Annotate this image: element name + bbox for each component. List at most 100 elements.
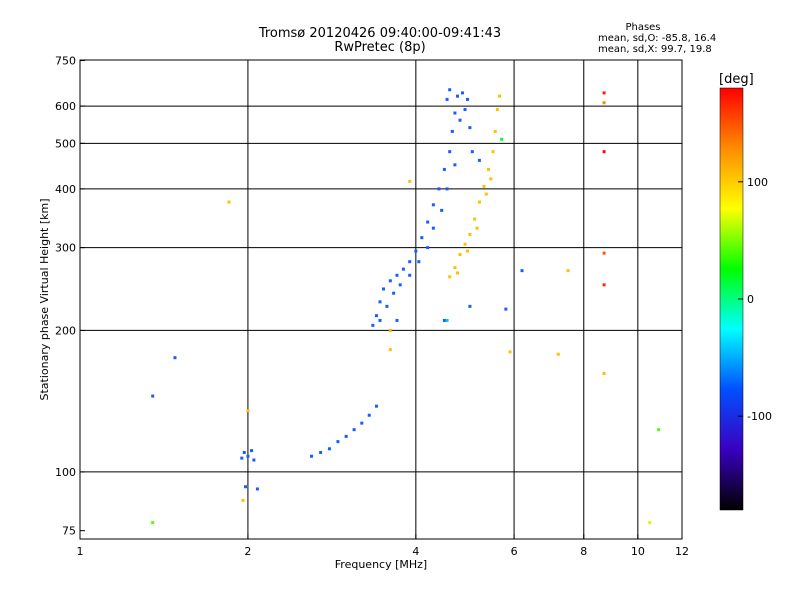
o-trace-point (398, 283, 402, 287)
o-trace-point (450, 129, 454, 133)
y-tick-label: 750 (55, 55, 76, 68)
x-trace-point (484, 192, 488, 196)
o-trace-point (461, 91, 465, 95)
x-trace-point (487, 167, 491, 171)
o-trace-point (336, 440, 340, 444)
x-trace-point (477, 200, 481, 204)
x-tick-label: 6 (511, 545, 518, 558)
x-trace-point (468, 232, 472, 236)
o-trace-point (388, 279, 392, 283)
o-trace-point (374, 404, 378, 408)
o-trace-point (319, 450, 323, 454)
y-tick-label: 600 (55, 100, 76, 113)
o-trace-point (381, 287, 385, 291)
phase-stats-o: mean, sd,O: -85.8, 16.4 (598, 33, 717, 44)
o-trace-point (453, 111, 457, 115)
y-tick-label: 300 (55, 242, 76, 255)
x-tick-label: 10 (631, 545, 645, 558)
x-trace-point (473, 217, 477, 221)
y-tick-label: 400 (55, 183, 76, 196)
colorbar-label: [deg] (719, 72, 754, 87)
o-trace-point (420, 236, 424, 240)
y-tick-label: 75 (62, 525, 76, 538)
o-trace-point (437, 187, 441, 191)
x-trace-point (498, 94, 502, 98)
o-trace-point (173, 356, 177, 360)
o-trace-point (255, 487, 259, 491)
o-trace-point (385, 304, 389, 308)
o-trace-point (246, 454, 250, 458)
o-trace-point (448, 88, 452, 92)
o-trace-point (240, 456, 244, 460)
o-trace-point (252, 458, 256, 462)
o-trace-point (151, 394, 155, 398)
chart-title: Tromsø 20120426 09:40:00-09:41:43 (258, 26, 502, 41)
o-trace-point (378, 318, 382, 322)
o-trace-point (431, 226, 435, 230)
o-trace-point (442, 167, 446, 171)
o-trace-point (395, 273, 399, 277)
x-trace-point (475, 226, 479, 230)
o-trace-point (371, 323, 375, 327)
o-trace-point (360, 421, 364, 425)
o-trace-point (243, 485, 247, 489)
o-trace-point (520, 269, 524, 273)
phase-point (602, 150, 606, 154)
x-trace-point (388, 348, 392, 352)
x-trace-point (227, 200, 231, 204)
x-trace-point (455, 271, 459, 275)
x-trace-point (489, 177, 493, 181)
o-trace-point (378, 300, 382, 304)
x-trace-point (453, 266, 457, 270)
o-trace-point (465, 97, 469, 101)
colorbar-tick-label: 100 (747, 176, 768, 189)
o-trace-point (445, 97, 449, 101)
colorbar-tick-label: -100 (747, 410, 772, 423)
x-trace-point (408, 179, 412, 183)
x-trace-point (495, 108, 499, 112)
x-tick-label: 2 (244, 545, 251, 558)
o-trace-point (453, 163, 457, 167)
y-tick-label: 200 (55, 324, 76, 337)
phase-stats-header: Phases (625, 22, 661, 33)
o-trace-point (344, 434, 348, 438)
phase-point (602, 251, 606, 255)
o-trace-point (392, 291, 396, 295)
phase-stats: Phases mean, sd,O: -85.8, 16.4 mean, sd,… (598, 22, 728, 55)
o-trace-point (468, 126, 472, 130)
o-trace-point (442, 318, 446, 322)
o-trace-point (395, 318, 399, 322)
o-trace-point (367, 413, 371, 417)
x-trace-point (493, 129, 497, 133)
o-trace-point (417, 260, 421, 264)
x-trace-point (482, 184, 486, 188)
x-axis-label: Frequency [MHz] (335, 558, 427, 571)
x-trace-point (241, 498, 245, 502)
o-trace-point (309, 454, 313, 458)
phase-point (648, 521, 652, 525)
o-trace-point (426, 246, 430, 250)
y-axis-label: Stationary phase Virtual Height [km] (38, 198, 51, 400)
o-trace-point (458, 118, 462, 122)
o-trace-point (250, 449, 254, 453)
x-tick-label: 8 (580, 545, 587, 558)
o-trace-point (352, 428, 356, 432)
x-trace-point (463, 242, 467, 246)
phase-point (602, 101, 606, 105)
x-trace-point (602, 371, 606, 375)
phase-stats-x: mean, sd,X: 99.7, 19.8 (598, 44, 712, 55)
chart-subtitle: RwPretec (8p) (334, 40, 426, 55)
x-tick-label: 4 (412, 545, 419, 558)
o-trace-point (448, 150, 452, 154)
phase-point (500, 137, 504, 141)
o-trace-point (463, 108, 467, 112)
o-trace-point (477, 158, 481, 162)
o-trace-point (455, 94, 459, 98)
o-trace-point (242, 450, 246, 454)
phase-point (151, 521, 155, 525)
o-trace-point (408, 260, 412, 264)
o-trace-point (414, 249, 418, 253)
x-tick-label: 12 (675, 545, 689, 558)
o-trace-point (445, 187, 449, 191)
